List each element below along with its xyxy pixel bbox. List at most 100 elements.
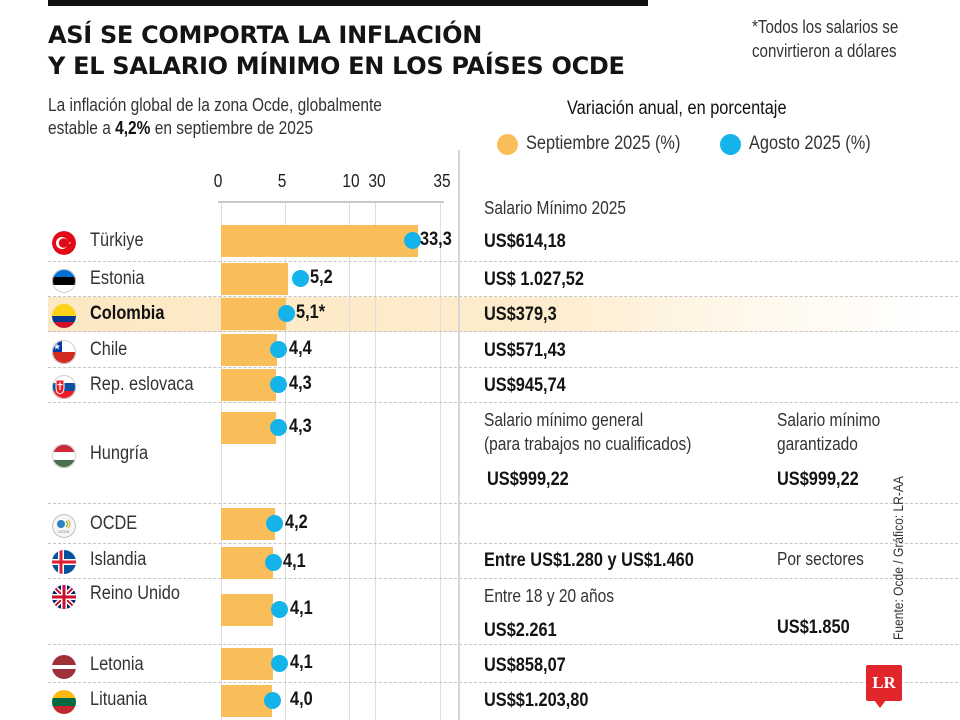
iceland-sectors-label: Por sectores <box>777 549 864 569</box>
country-label: Islandia <box>90 549 147 570</box>
legend-title: Variación anual, en porcentaje <box>567 98 787 119</box>
subtitle-line-2: estable a 4,2% en septiembre de 2025 <box>48 117 382 140</box>
legend-item-september: Septiembre 2025 (%) <box>497 132 706 156</box>
label-line: Salario mínimo <box>777 410 881 430</box>
value-label: 5,2 <box>310 267 334 288</box>
title-line-1: ASÍ SE COMPORTA LA INFLACIÓN <box>48 21 483 49</box>
bar-september <box>221 225 418 257</box>
country-label: Rep. eslovaca <box>90 374 194 395</box>
dot-august <box>270 376 288 393</box>
country-label: Letonia <box>90 654 144 675</box>
row-separator <box>48 503 958 504</box>
legend-item-august: Agosto 2025 (%) <box>720 132 891 156</box>
dot-august <box>404 232 422 249</box>
country-label: Lituania <box>90 689 148 710</box>
top-rule <box>48 0 648 6</box>
subtitle-line-1: La inflación global de la zona Ocde, glo… <box>48 95 382 115</box>
hungary-general-value: US$999,22 <box>487 469 569 490</box>
subtitle-text: estable a <box>48 118 116 138</box>
flag-oecd-icon: OCDE <box>52 514 76 538</box>
row-separator <box>48 296 958 297</box>
flag-turkey-icon <box>52 231 76 255</box>
flag-chile-icon <box>52 340 76 364</box>
x-tick-label: 30 <box>368 171 386 191</box>
currency-note: *Todos los salarios se convirtieron a dó… <box>752 15 898 63</box>
row-separator <box>48 682 958 683</box>
lr-logo-tail <box>874 700 886 708</box>
minimum-wage-value: US$858,07 <box>484 655 566 676</box>
row-separator <box>48 402 958 403</box>
country-label: Hungría <box>90 443 149 464</box>
country-label: Türkiye <box>90 230 144 251</box>
dot-august <box>271 655 289 672</box>
uk-wage-main: US$2.261 <box>484 620 557 641</box>
dot-august <box>263 692 281 709</box>
legend-swatch-september <box>497 133 518 155</box>
uk-age-label: Entre 18 y 20 años <box>484 586 614 606</box>
bar-september <box>221 298 287 330</box>
column-divider <box>458 150 460 720</box>
dot-august <box>270 419 288 436</box>
salary-header: Salario Mínimo 2025 <box>484 198 626 218</box>
country-label: Estonia <box>90 268 145 289</box>
flag-estonia-icon <box>52 269 76 293</box>
chart-title: ASÍ SE COMPORTA LA INFLACIÓN Y EL SALARI… <box>48 20 625 82</box>
dot-august <box>291 270 309 287</box>
x-tick-label: 35 <box>433 171 451 191</box>
lr-logo: LR <box>866 665 902 701</box>
dot-august <box>277 305 295 322</box>
x-gridline <box>440 203 441 720</box>
note-line-1: *Todos los salarios se <box>752 17 899 37</box>
bar-september <box>221 594 274 626</box>
bar-september <box>221 263 288 295</box>
subtitle: La inflación global de la zona Ocde, glo… <box>48 94 382 140</box>
minimum-wage-value: US$614,18 <box>484 231 566 252</box>
value-label: 4,1 <box>283 551 307 572</box>
country-label: Colombia <box>90 303 165 324</box>
x-tick-label: 10 <box>342 171 360 191</box>
x-gridline <box>375 203 376 720</box>
x-axis-line <box>218 201 444 203</box>
title-line-2: Y EL SALARIO MÍNIMO EN LOS PAÍSES OCDE <box>48 52 625 80</box>
bar-september <box>221 334 278 366</box>
flag-colombia-icon <box>52 304 76 328</box>
label-line: (para trabajos no cualificados) <box>484 434 692 454</box>
value-label: 4,3 <box>288 373 312 394</box>
legend-label-august: Agosto 2025 (%) <box>749 133 871 154</box>
value-label: 33,3 <box>419 229 452 250</box>
colombia-highlight <box>48 297 928 332</box>
label-line: garantizado <box>777 434 858 454</box>
row-separator <box>48 543 958 544</box>
dot-august <box>270 341 288 358</box>
hungary-general-label: Salario mínimo general (para trabajos no… <box>484 408 691 456</box>
row-separator <box>48 644 958 645</box>
uk-wage-right: US$1.850 <box>777 617 850 638</box>
row-separator <box>48 367 958 368</box>
source-credit: Fuente: Ocde / Gráfico: LR-AA <box>890 476 906 640</box>
row-separator <box>48 578 958 579</box>
country-label: Chile <box>90 339 128 360</box>
note-line-2: convirtieron a dólares <box>752 41 897 61</box>
value-label: 4,4 <box>288 338 312 359</box>
minimum-wage-value: US$ 1.027,52 <box>484 269 584 290</box>
minimum-wage-value: Entre US$1.280 y US$1.460 <box>484 550 694 571</box>
bar-september <box>221 547 274 579</box>
country-label: Reino Unido <box>90 583 180 604</box>
value-label: 4,3 <box>288 416 312 437</box>
flag-lithuania-icon <box>52 690 76 714</box>
flag-uk-icon <box>52 585 76 609</box>
label-line: Salario mínimo general <box>484 410 644 430</box>
minimum-wage-value: US$571,43 <box>484 340 566 361</box>
x-gridline <box>349 203 350 720</box>
subtitle-text: en septiembre de 2025 <box>150 118 314 138</box>
x-tick-label: 5 <box>277 171 287 191</box>
minimum-wage-value: US$$1.203,80 <box>484 690 589 711</box>
bar-september <box>221 508 275 540</box>
dot-august <box>271 601 289 618</box>
value-label: 4,2 <box>284 512 308 533</box>
flag-latvia-icon <box>52 655 76 679</box>
legend-label-september: Septiembre 2025 (%) <box>526 133 681 154</box>
flag-slovakia-icon <box>52 375 76 399</box>
hungary-guaranteed-label: Salario mínimo garantizado <box>777 408 880 456</box>
value-label: 4,0 <box>290 689 313 710</box>
